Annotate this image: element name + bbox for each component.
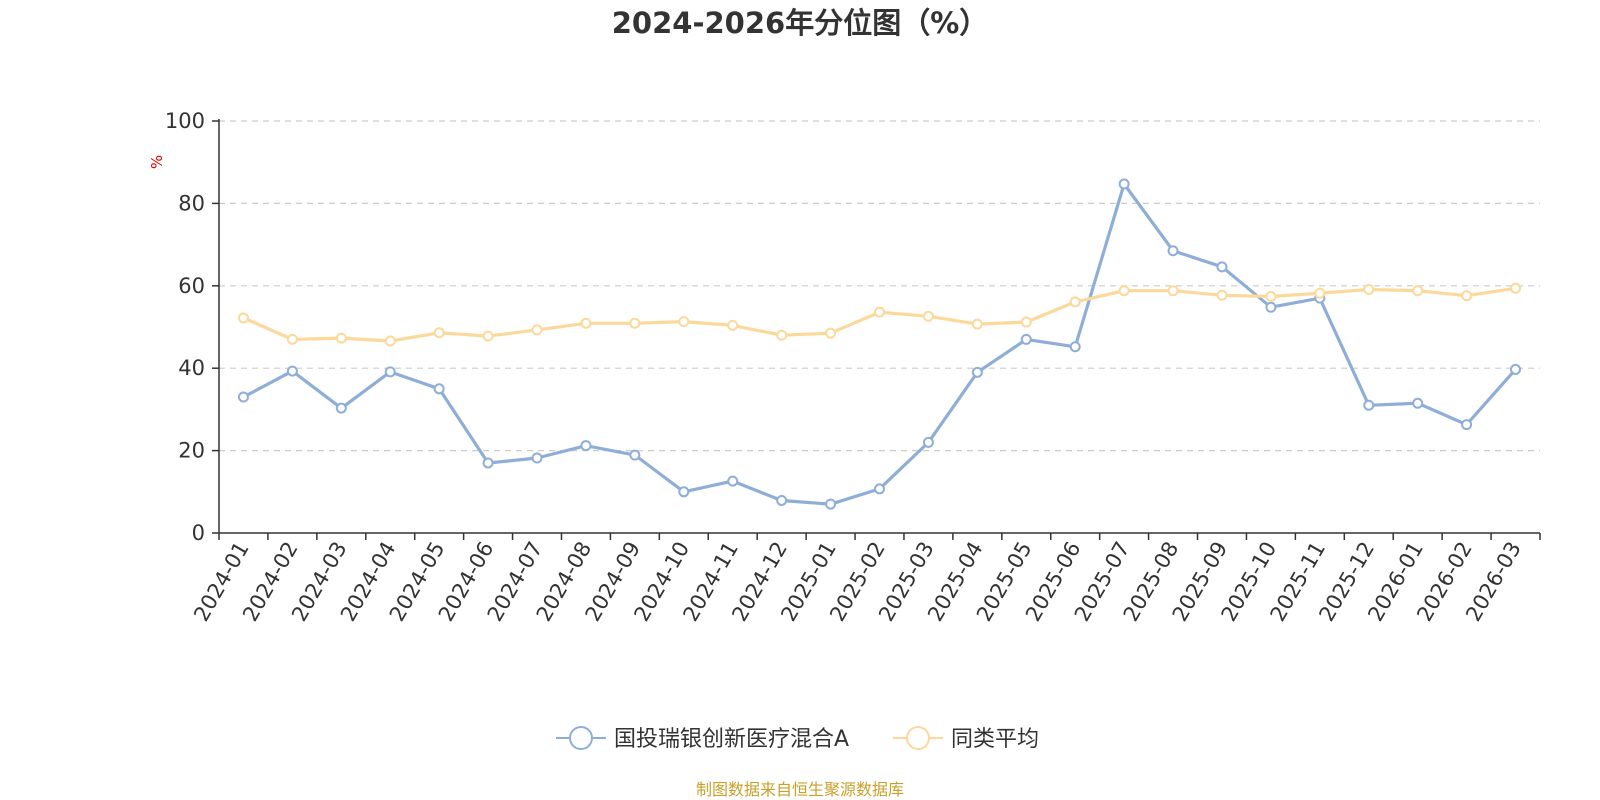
data-point[interactable]	[678, 486, 690, 498]
data-point[interactable]	[1020, 333, 1032, 345]
series-line	[241, 182, 1518, 506]
y-tick-label: 100	[165, 109, 205, 133]
data-point[interactable]	[922, 310, 934, 322]
data-point[interactable]	[1118, 285, 1130, 297]
data-point[interactable]	[1461, 419, 1473, 431]
data-point[interactable]	[1118, 178, 1130, 190]
series-1	[237, 178, 1522, 510]
series-layer	[237, 178, 1522, 510]
y-tick-label: 0	[192, 521, 205, 545]
data-point[interactable]	[384, 366, 396, 378]
data-point[interactable]	[1216, 289, 1228, 301]
axes: 0204060801002024-012024-022024-032024-04…	[165, 109, 1541, 625]
data-point[interactable]	[629, 317, 641, 329]
data-point[interactable]	[1216, 261, 1228, 273]
data-point[interactable]	[433, 383, 445, 395]
data-point[interactable]	[776, 494, 788, 506]
legend-item-2[interactable]: 同类平均	[893, 726, 1039, 752]
data-point[interactable]	[874, 306, 885, 318]
y-tick-label: 20	[178, 439, 205, 463]
data-point[interactable]	[335, 332, 347, 344]
data-point[interactable]	[629, 449, 641, 461]
data-point[interactable]	[874, 483, 885, 495]
data-point[interactable]	[971, 366, 983, 378]
data-point[interactable]	[286, 333, 298, 345]
data-point[interactable]	[971, 318, 983, 330]
data-point[interactable]	[1314, 287, 1326, 299]
data-point[interactable]	[1510, 282, 1522, 294]
data-point[interactable]	[384, 335, 396, 347]
grid-lines	[219, 120, 1540, 452]
legend-label: 同类平均	[951, 727, 1039, 752]
data-point[interactable]	[1265, 291, 1277, 303]
y-tick-label: 60	[178, 274, 205, 298]
data-point[interactable]	[1069, 341, 1081, 353]
data-point[interactable]	[1412, 285, 1424, 297]
legend-marker	[569, 726, 593, 750]
data-point[interactable]	[1363, 284, 1375, 296]
data-point[interactable]	[1069, 296, 1081, 308]
data-point[interactable]	[1020, 316, 1032, 328]
data-point[interactable]	[580, 317, 592, 329]
legend-label: 国投瑞银创新医疗混合A	[614, 727, 849, 752]
y-tick-label: 40	[178, 356, 205, 380]
y-axis-unit: %	[148, 155, 166, 169]
data-point[interactable]	[825, 498, 837, 510]
data-point[interactable]	[922, 436, 934, 448]
data-point[interactable]	[1167, 285, 1179, 297]
data-point[interactable]	[1265, 301, 1277, 313]
chart-title: 2024-2026年分位图（%）	[612, 6, 989, 40]
legend[interactable]: 国投瑞银创新医疗混合A 同类平均	[556, 726, 1039, 752]
data-point[interactable]	[433, 327, 445, 339]
data-point[interactable]	[237, 312, 249, 324]
data-point[interactable]	[727, 475, 739, 487]
data-point[interactable]	[1412, 397, 1424, 409]
data-point[interactable]	[531, 452, 543, 464]
data-source-note: 制图数据来自恒生聚源数据库	[696, 780, 904, 799]
series-2	[237, 282, 1522, 347]
data-point[interactable]	[531, 324, 543, 336]
data-point[interactable]	[482, 457, 494, 469]
data-point[interactable]	[825, 327, 837, 339]
data-point[interactable]	[286, 365, 298, 377]
data-point[interactable]	[335, 402, 347, 414]
data-point[interactable]	[580, 440, 592, 452]
y-tick-label: 80	[178, 191, 205, 215]
data-point[interactable]	[1461, 290, 1473, 302]
legend-item-1[interactable]: 国投瑞银创新医疗混合A	[556, 726, 849, 752]
data-point[interactable]	[1510, 363, 1522, 375]
data-point[interactable]	[482, 330, 494, 342]
data-point[interactable]	[776, 329, 788, 341]
data-point[interactable]	[237, 391, 249, 403]
data-point[interactable]	[1167, 245, 1179, 257]
legend-marker	[906, 726, 930, 750]
data-point[interactable]	[727, 319, 739, 331]
data-point[interactable]	[678, 316, 690, 328]
data-point[interactable]	[1363, 399, 1375, 411]
